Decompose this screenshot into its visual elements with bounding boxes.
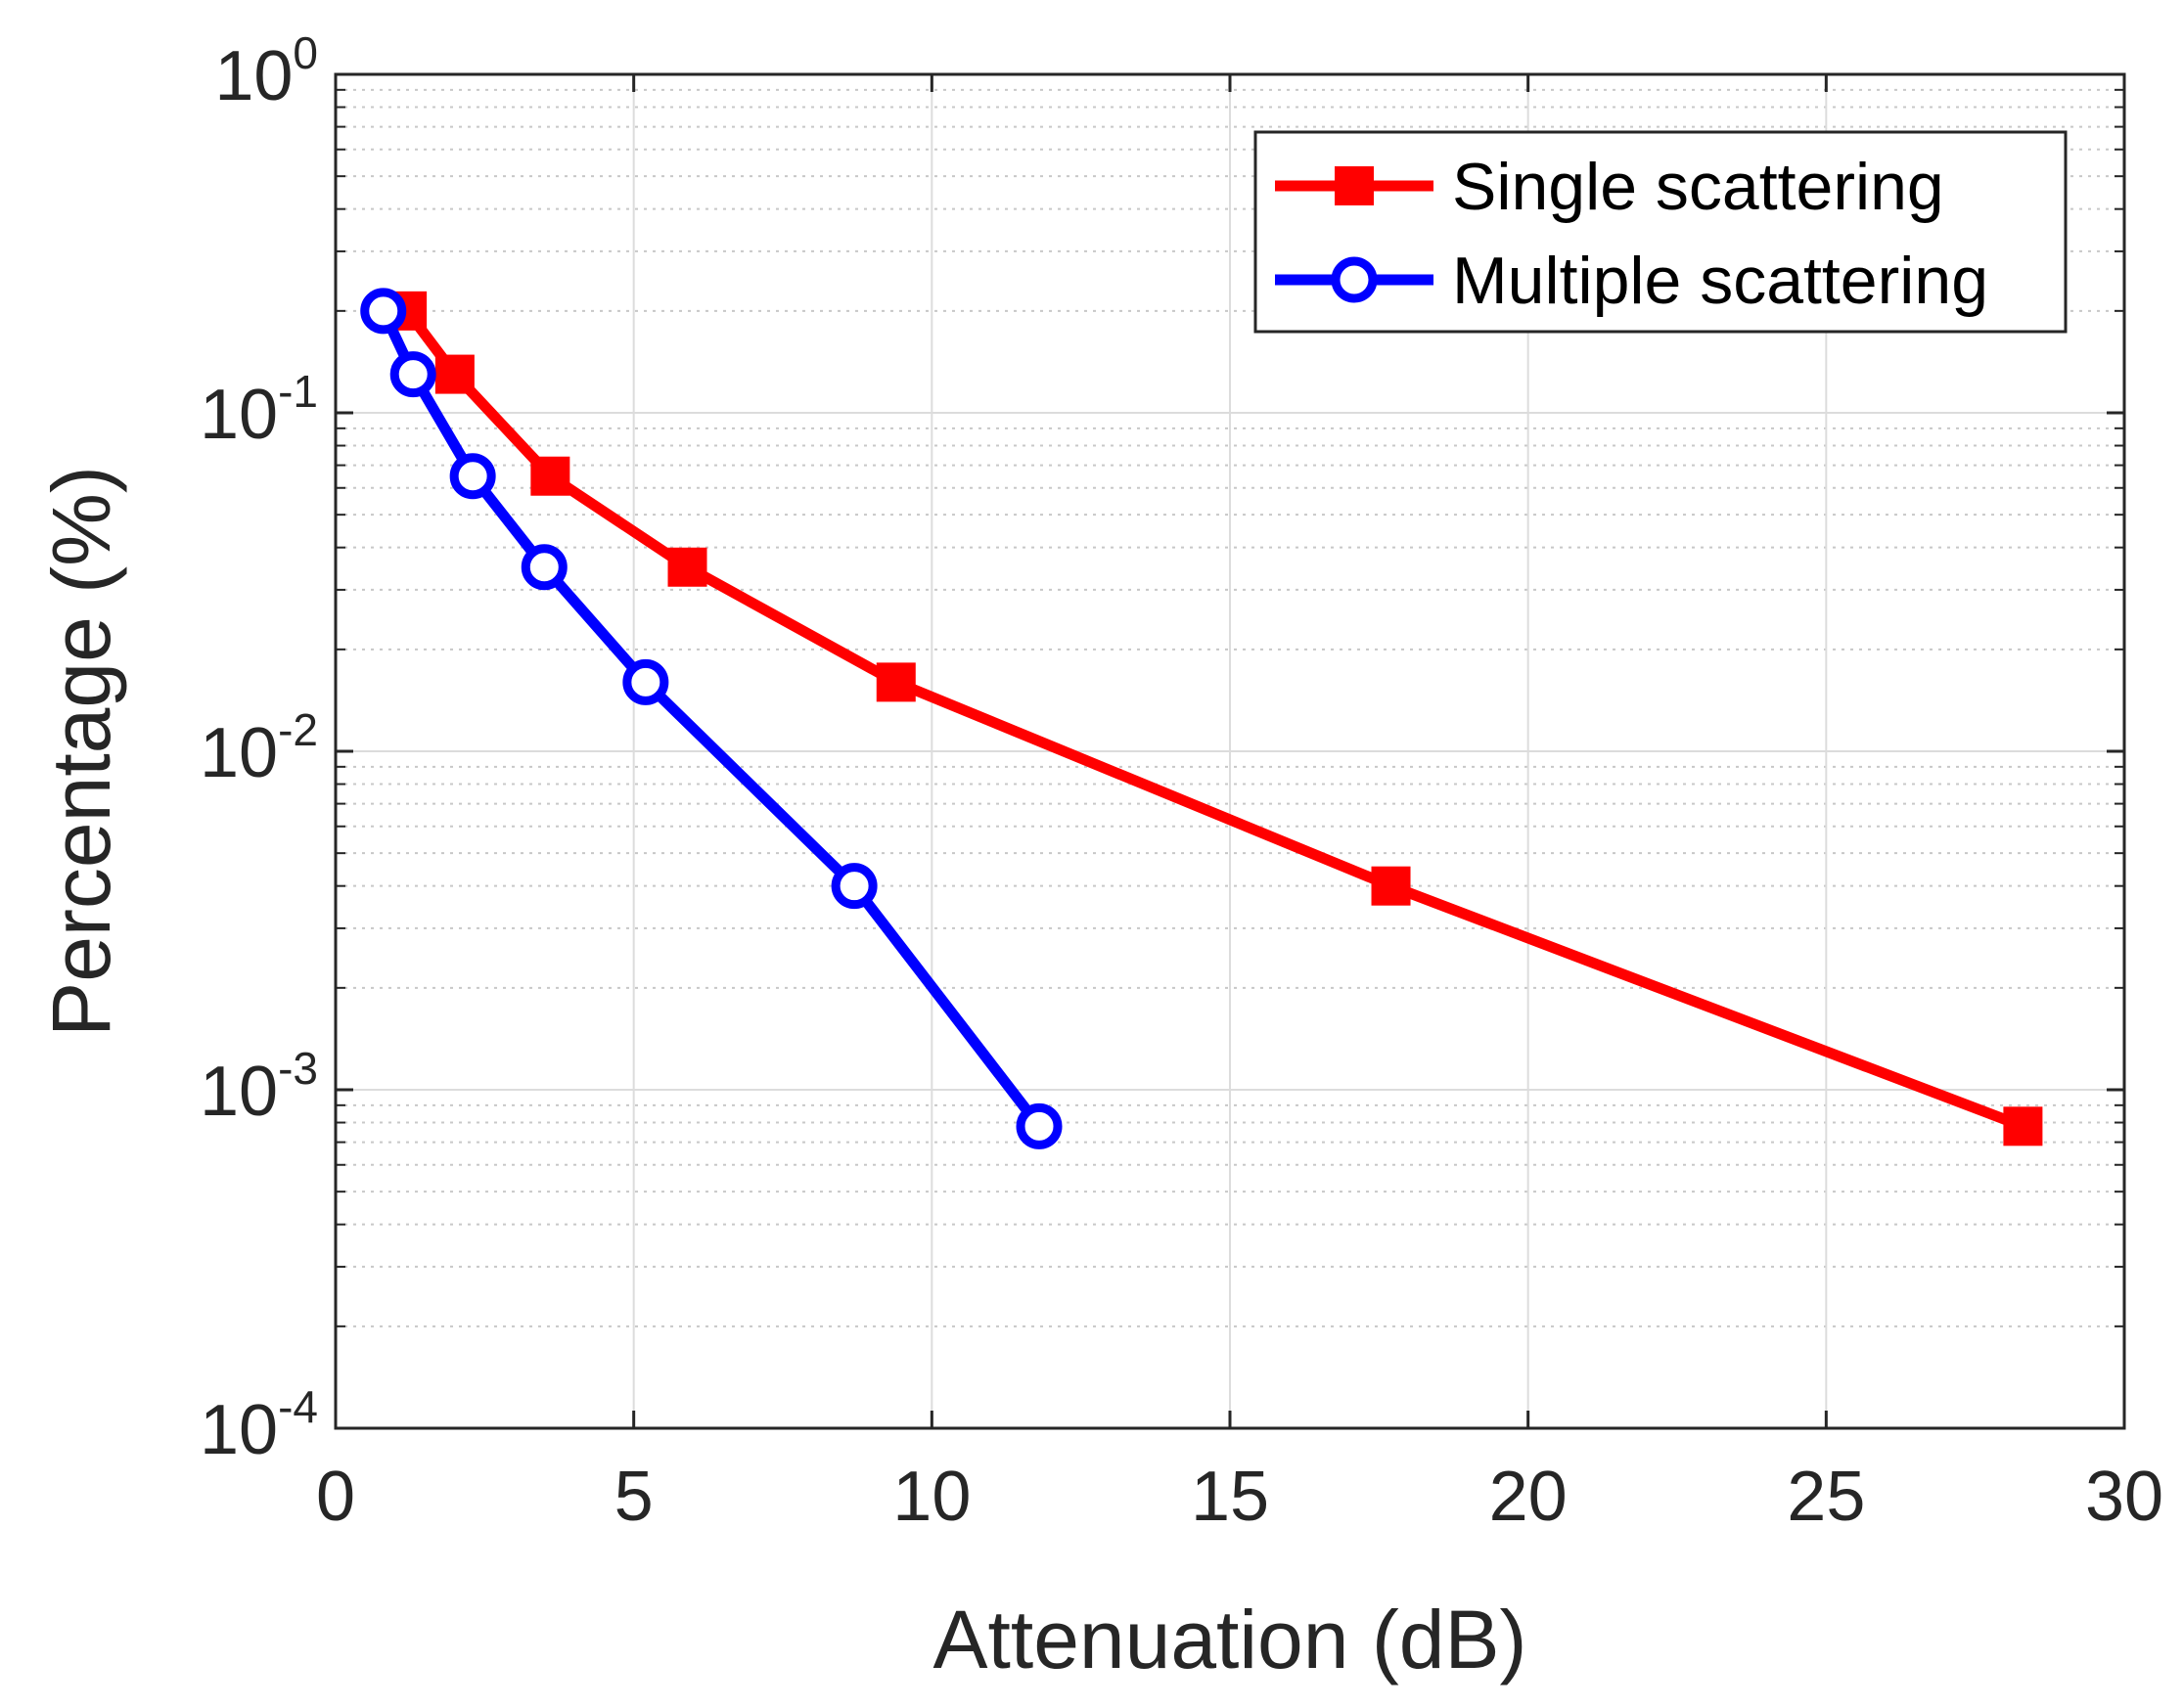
legend: Single scattering Multiple scattering — [1253, 130, 2068, 334]
legend-label-multiple: Multiple scattering — [1452, 244, 1988, 318]
legend-marker-circle — [1331, 256, 1378, 303]
data-point-multiple — [389, 351, 436, 398]
x-tick-label: 0 — [316, 1458, 355, 1536]
x-tick-labels: 0 5 10 15 20 25 30 — [316, 1458, 2163, 1536]
y-tick-label: 10-1 — [200, 366, 318, 454]
legend-box — [1253, 130, 2068, 334]
data-point-single — [434, 354, 475, 394]
y-tick-label: 10-3 — [200, 1043, 318, 1131]
legend-marker-square — [1335, 166, 1374, 205]
x-tick-label: 5 — [614, 1458, 654, 1536]
data-point-single — [2003, 1106, 2043, 1146]
y-tick-label: 100 — [214, 27, 318, 115]
x-tick-label: 30 — [2085, 1458, 2163, 1536]
x-tick-label: 20 — [1489, 1458, 1568, 1536]
x-tick-label: 15 — [1191, 1458, 1269, 1536]
x-tick-label: 10 — [892, 1458, 971, 1536]
data-point-multiple — [1016, 1102, 1063, 1149]
data-point-multiple — [449, 453, 496, 500]
legend-entry-multiple: Multiple scattering — [1275, 244, 1988, 318]
legend-entry-single: Single scattering — [1275, 150, 1944, 224]
series-layer — [360, 288, 2043, 1149]
data-point-multiple — [521, 544, 568, 591]
y-tick-labels: 100 10-1 10-2 10-3 10-4 — [200, 27, 318, 1469]
data-point-single — [667, 547, 707, 587]
data-point-multiple — [360, 288, 407, 335]
y-tick-label: 10-2 — [200, 704, 318, 792]
y-axis-label: Percentage (%) — [35, 466, 127, 1037]
x-axis-label: Attenuation (dB) — [932, 1594, 1526, 1686]
x-tick-label: 25 — [1787, 1458, 1865, 1536]
data-point-multiple — [622, 658, 669, 705]
data-point-single — [876, 662, 916, 702]
legend-label-single: Single scattering — [1452, 150, 1944, 224]
data-point-single — [1371, 866, 1411, 906]
y-tick-label: 10-4 — [200, 1381, 318, 1469]
tick-marks — [334, 72, 2126, 1430]
data-point-single — [530, 456, 570, 496]
data-point-multiple — [831, 863, 878, 910]
